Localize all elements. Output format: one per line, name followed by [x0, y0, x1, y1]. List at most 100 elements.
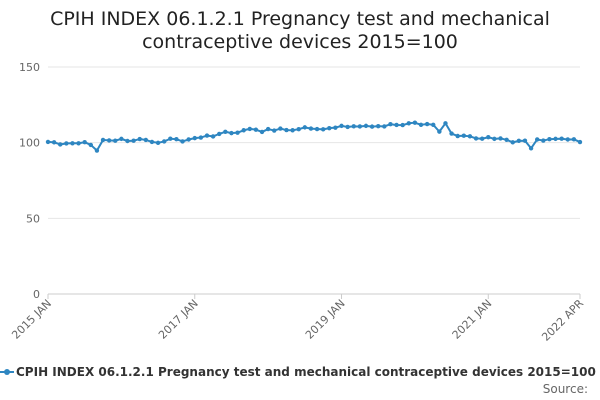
data-point[interactable] [461, 133, 467, 138]
data-point[interactable] [198, 135, 204, 140]
data-point[interactable] [290, 128, 295, 133]
data-point[interactable] [149, 139, 155, 145]
data-point[interactable] [535, 137, 540, 142]
data-point[interactable] [223, 129, 228, 134]
data-point[interactable] [58, 142, 63, 147]
data-point[interactable] [376, 123, 381, 129]
series-line [47, 121, 581, 152]
data-point[interactable] [369, 124, 375, 129]
data-point[interactable] [272, 128, 277, 133]
data-point[interactable] [247, 126, 252, 132]
data-point[interactable] [64, 141, 69, 146]
data-point[interactable] [424, 121, 430, 127]
data-point[interactable] [473, 136, 479, 141]
data-point[interactable] [437, 129, 442, 134]
data-point[interactable] [345, 124, 350, 130]
data-point[interactable] [131, 138, 136, 143]
data-point[interactable] [82, 140, 87, 145]
data-point[interactable] [467, 134, 473, 139]
data-point[interactable] [565, 137, 570, 142]
data-point[interactable] [174, 136, 179, 142]
data-point[interactable] [339, 123, 344, 129]
data-point[interactable] [125, 138, 130, 144]
legend-label: CPIH INDEX 06.1.2.1 Pregnancy test and m… [16, 365, 596, 379]
data-point[interactable] [541, 138, 546, 143]
data-point[interactable] [394, 122, 399, 128]
data-point[interactable] [302, 125, 308, 130]
data-point[interactable] [210, 134, 216, 139]
data-point[interactable] [45, 139, 51, 145]
data-point[interactable] [308, 126, 314, 131]
data-point[interactable] [400, 122, 405, 128]
data-point[interactable] [559, 136, 564, 141]
data-point[interactable] [51, 140, 57, 145]
data-point[interactable] [443, 121, 448, 126]
data-point[interactable] [510, 140, 515, 145]
data-point[interactable] [327, 125, 332, 131]
data-point[interactable] [259, 129, 265, 135]
data-point[interactable] [314, 126, 320, 132]
x-tick-label: 2017 JAN [156, 297, 201, 342]
data-point[interactable] [278, 126, 283, 131]
gridlines [48, 66, 580, 219]
data-point[interactable] [449, 131, 454, 136]
y-tick-label: 0 [33, 288, 40, 301]
data-point[interactable] [253, 127, 259, 132]
data-point[interactable] [406, 121, 411, 126]
data-point[interactable] [571, 137, 577, 142]
data-point[interactable] [94, 148, 100, 153]
data-point[interactable] [241, 128, 246, 133]
data-point[interactable] [547, 136, 552, 142]
data-point[interactable] [455, 133, 460, 139]
data-point[interactable] [382, 124, 387, 129]
data-point[interactable] [333, 125, 338, 130]
data-point[interactable] [143, 137, 149, 143]
data-point[interactable] [522, 138, 528, 143]
data-point[interactable] [180, 139, 185, 144]
data-point[interactable] [113, 138, 118, 143]
data-point[interactable] [479, 136, 485, 141]
y-tick-label: 50 [26, 212, 40, 225]
series-layer [45, 120, 583, 153]
legend[interactable]: CPIH INDEX 06.1.2.1 Pregnancy test and m… [0, 363, 600, 383]
x-tick-label: 2015 JAN [9, 297, 54, 342]
data-point[interactable] [204, 133, 210, 138]
data-point[interactable] [412, 120, 418, 125]
data-point[interactable] [168, 136, 173, 141]
data-point[interactable] [70, 141, 75, 146]
data-point[interactable] [357, 124, 363, 129]
data-point[interactable] [265, 126, 271, 132]
data-point[interactable] [351, 124, 356, 129]
data-point[interactable] [217, 131, 222, 137]
data-point[interactable] [486, 135, 491, 140]
data-point[interactable] [76, 141, 81, 146]
data-point[interactable] [186, 137, 191, 142]
data-point[interactable] [137, 136, 142, 142]
data-point[interactable] [106, 138, 112, 143]
data-point[interactable] [492, 136, 497, 142]
data-point[interactable] [528, 146, 534, 151]
axes: 0 50 100 150 2015 JAN 2017 JAN 2019 JAN 2021 JA… [9, 61, 586, 344]
data-point[interactable] [88, 142, 94, 148]
data-point[interactable] [100, 137, 106, 143]
data-point[interactable] [363, 123, 369, 129]
data-point[interactable] [504, 137, 509, 142]
data-point[interactable] [161, 139, 167, 144]
data-point[interactable] [553, 136, 558, 142]
data-point[interactable] [516, 138, 522, 144]
data-point[interactable] [229, 130, 234, 136]
data-point[interactable] [577, 139, 583, 145]
data-point[interactable] [119, 136, 124, 142]
data-point[interactable] [418, 122, 424, 128]
legend-swatch [0, 369, 14, 375]
data-point[interactable] [431, 122, 436, 128]
data-point[interactable] [155, 140, 161, 146]
data-point[interactable] [498, 136, 503, 141]
data-point[interactable] [296, 127, 301, 132]
data-point[interactable] [284, 127, 289, 133]
data-point[interactable] [235, 130, 240, 135]
data-point[interactable] [320, 127, 326, 132]
data-point[interactable] [192, 135, 197, 141]
data-point[interactable] [388, 122, 393, 127]
